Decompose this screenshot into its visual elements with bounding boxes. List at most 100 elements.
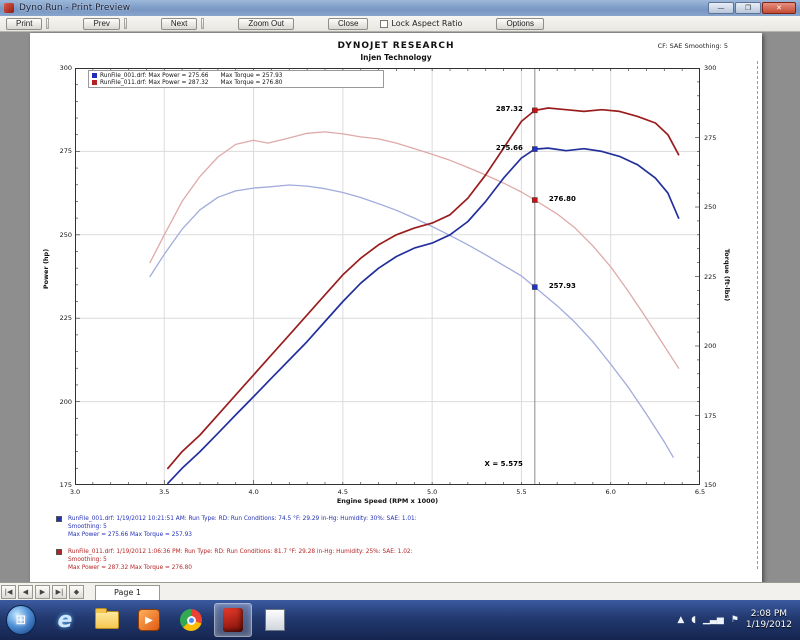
last-page-nav-button[interactable]: ▶| <box>52 585 67 599</box>
clock-date: 1/19/2012 <box>745 620 792 630</box>
annotation-line: RunFile_011.drf: 1/19/2012 1:06:36 PM: R… <box>68 549 413 555</box>
x-axis-tick-label: 5.0 <box>426 488 438 496</box>
left-axis-tick-label: 175 <box>59 481 72 489</box>
report-operator-subtitle: Injen Technology <box>360 53 432 62</box>
toolbar-separator <box>123 18 127 29</box>
right-axis-tick-label: 175 <box>704 411 717 420</box>
page-margin-dashed-line <box>757 61 758 569</box>
left-axis-tick-label: 225 <box>59 314 72 323</box>
legend-torque-label: Max Torque = 276.80 <box>220 79 283 86</box>
left-axis-tick-label: 200 <box>59 397 72 406</box>
windows-taskbar: ⊞ e ▶ ▲ ◖ ▁▃▅ ⚑ 2:08 PM 1/19/2012 <box>0 600 800 640</box>
x-axis-tick-label: 5.5 <box>516 488 527 496</box>
left-axis-tick-label: 250 <box>59 230 72 239</box>
annotation-line: RunFile_001.drf: 1/19/2012 10:21:51 AM: … <box>68 516 417 522</box>
tab-scroll-button[interactable]: ◆ <box>69 585 84 599</box>
zoom-out-button[interactable]: Zoom Out <box>238 17 294 30</box>
x-axis-tick-label: 3.0 <box>69 488 81 496</box>
taskbar-item-chrome[interactable] <box>172 603 210 637</box>
cursor-value-callout: 275.66 <box>495 144 523 153</box>
show-hidden-icons-chevron[interactable]: ▲ <box>677 615 685 625</box>
cursor-value-callout: 257.93 <box>548 282 576 291</box>
taskbar-item-internet-explorer[interactable]: e <box>46 603 84 637</box>
annotation-line: Smoothing: 5 <box>68 524 107 530</box>
preview-toolbar: Print Prev Next Zoom Out Close Lock Aspe… <box>0 16 800 32</box>
run-color-swatch-icon <box>56 549 62 555</box>
next-page-button[interactable]: Next <box>160 17 198 30</box>
legend-row: RunFile_011.drf: Max Power = 287.32 Max T… <box>92 79 380 86</box>
legend-row: RunFile_001.drf: Max Power = 275.66 Max T… <box>92 72 380 79</box>
right-axis-title: Torque (ft-lbs) <box>723 248 731 302</box>
clock-time: 2:08 PM <box>750 609 788 619</box>
taskbar-item-notepad[interactable] <box>256 603 294 637</box>
annotation-line: Max Power = 275.66 Max Torque = 257.93 <box>68 532 192 538</box>
lock-aspect-checkbox[interactable] <box>380 19 389 28</box>
minimize-button[interactable]: — <box>708 2 734 14</box>
internet-explorer-icon: e <box>57 607 73 633</box>
x-axis-tick-label: 6.5 <box>694 488 706 496</box>
page-tab-bar: |◀ ◀ ▶ ▶| ◆ Page 1 <box>0 582 800 600</box>
right-axis-tick-label: 275 <box>704 133 717 142</box>
report-company-title: DYNOJET RESEARCH <box>337 41 455 51</box>
taskbar-item-media-player[interactable]: ▶ <box>130 603 168 637</box>
maximize-button[interactable]: ❐ <box>735 2 761 14</box>
legend-torque-label: Max Torque = 257.93 <box>220 72 283 79</box>
cursor-x-readout: X = 5.575 <box>484 460 523 468</box>
legend-file-power-label: RunFile_001.drf: Max Power = 275.66 <box>100 72 209 79</box>
start-button[interactable]: ⊞ <box>6 605 36 635</box>
chrome-icon <box>180 609 202 631</box>
prev-page-button[interactable]: Prev <box>83 17 120 30</box>
windows-logo-icon: ⊞ <box>15 612 27 628</box>
app-icon <box>4 3 14 13</box>
media-player-icon: ▶ <box>138 609 160 631</box>
legend-swatch-icon <box>92 73 97 78</box>
document-window-icon <box>265 609 285 631</box>
close-window-button[interactable]: ✕ <box>762 2 796 14</box>
x-axis-tick-label: 4.0 <box>248 488 259 496</box>
window-title: Dyno Run - Print Preview <box>19 3 131 13</box>
toolbar-separator <box>201 18 205 29</box>
taskbar-item-explorer[interactable] <box>88 603 126 637</box>
right-axis-tick-label: 150 <box>704 481 717 489</box>
close-preview-button[interactable]: Close <box>327 17 369 30</box>
cursor-value-callout: 287.32 <box>495 105 523 114</box>
right-axis-tick-label: 225 <box>704 272 717 281</box>
options-button[interactable]: Options <box>496 17 545 30</box>
tab-page-1[interactable]: Page 1 <box>95 585 160 600</box>
taskbar-clock[interactable]: 2:08 PM 1/19/2012 <box>746 609 792 631</box>
annotation-line: Smoothing: 5 <box>68 557 107 563</box>
left-axis-title: Power (hp) <box>42 248 50 290</box>
right-axis-tick-label: 200 <box>704 342 717 350</box>
folder-icon <box>95 608 119 629</box>
action-center-flag-icon[interactable]: ⚑ <box>730 615 739 625</box>
window-titlebar[interactable]: Dyno Run - Print Preview — ❐ ✕ <box>0 0 800 16</box>
print-button[interactable]: Print <box>6 17 43 30</box>
x-axis-tick-label: 4.5 <box>337 488 349 496</box>
x-axis-tick-label: 6.0 <box>605 488 616 496</box>
dyno-chart-plot[interactable]: RunFile_001.drf: Max Power = 275.66 Max T… <box>60 64 717 496</box>
preview-workspace: DYNOJET RESEARCH Injen Technology CF: SA… <box>0 32 800 582</box>
right-axis-tick-label: 300 <box>704 64 717 72</box>
volume-icon[interactable]: ◖ <box>691 615 696 625</box>
network-icon[interactable]: ▁▃▅ <box>703 615 724 625</box>
taskbar-item-winpep-active[interactable] <box>214 603 252 637</box>
x-axis-title: Engine Speed (RPM x 1000) <box>336 497 439 505</box>
lock-aspect-label: Lock Aspect Ratio <box>391 19 463 28</box>
left-axis-tick-label: 300 <box>59 64 72 72</box>
toolbar-separator <box>46 18 50 29</box>
dyno-software-icon <box>223 608 243 632</box>
x-axis-tick-label: 3.5 <box>159 488 170 496</box>
cursor-value-callout: 276.80 <box>548 195 576 204</box>
run-annotation-block: RunFile_011.drf: 1/19/2012 1:06:36 PM: R… <box>56 548 756 572</box>
right-axis-tick-label: 250 <box>704 203 717 211</box>
correction-smoothing-info: CF: SAE Smoothing: 5 <box>657 42 728 50</box>
report-page: DYNOJET RESEARCH Injen Technology CF: SA… <box>30 33 762 582</box>
legend-swatch-icon <box>92 80 97 85</box>
left-axis-tick-label: 275 <box>59 147 72 156</box>
prev-page-nav-button[interactable]: ◀ <box>18 585 33 599</box>
chart-legend: RunFile_001.drf: Max Power = 275.66 Max T… <box>88 70 384 88</box>
first-page-nav-button[interactable]: |◀ <box>1 585 16 599</box>
legend-file-power-label: RunFile_011.drf: Max Power = 287.32 <box>100 79 209 86</box>
next-page-nav-button[interactable]: ▶ <box>35 585 50 599</box>
run-color-swatch-icon <box>56 516 62 522</box>
